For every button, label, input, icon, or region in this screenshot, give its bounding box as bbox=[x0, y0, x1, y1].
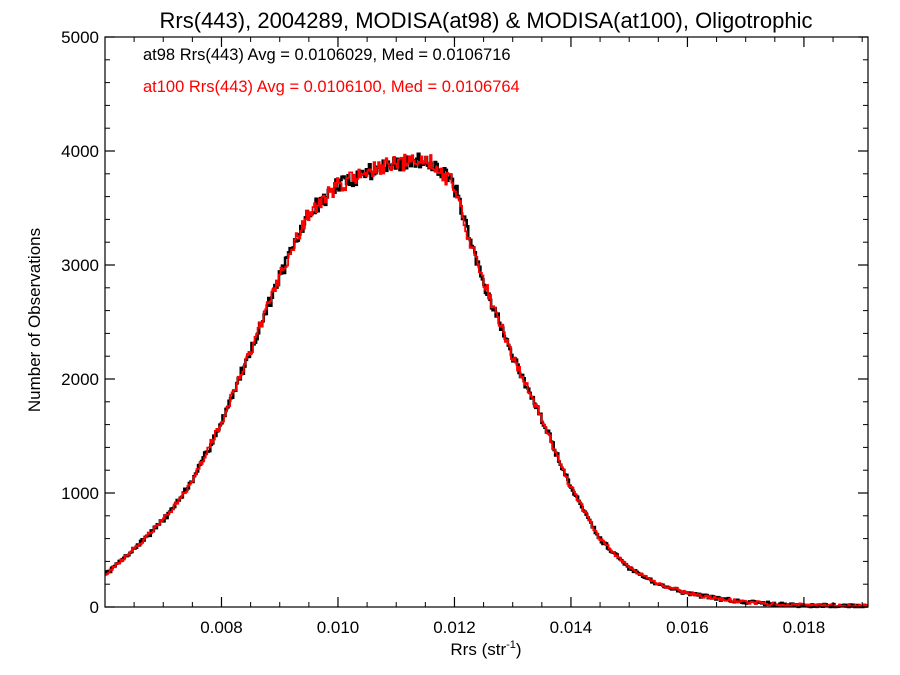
y-tick-label: 1000 bbox=[61, 484, 99, 503]
x-tick-label: 0.010 bbox=[317, 618, 360, 637]
y-tick-label: 2000 bbox=[61, 370, 99, 389]
y-tick-label: 0 bbox=[90, 598, 99, 617]
series-layer bbox=[105, 152, 868, 609]
series-line-at100 bbox=[105, 153, 868, 608]
x-tick-label: 0.014 bbox=[550, 618, 593, 637]
legend-entry-at98: at98 Rrs(443) Avg = 0.0106029, Med = 0.0… bbox=[143, 46, 511, 64]
x-tick-label: 0.008 bbox=[200, 618, 243, 637]
x-tick-label: 0.016 bbox=[666, 618, 709, 637]
y-axis-label: Number of Observations bbox=[25, 228, 44, 412]
y-tick-label: 3000 bbox=[61, 256, 99, 275]
series-line-at98 bbox=[105, 152, 868, 609]
x-axis-label-superscript: -1 bbox=[506, 639, 516, 651]
x-axis-label-main: Rrs (str bbox=[450, 640, 506, 659]
y-axis: 0 1000 2000 3000 4000 5000 bbox=[61, 28, 868, 617]
x-axis: 0.008 0.010 0.012 0.014 0.016 0.018 bbox=[133, 37, 863, 637]
plot-frame bbox=[104, 36, 869, 608]
legend-entry-at100: at100 Rrs(443) Avg = 0.0106100, Med = 0.… bbox=[143, 78, 520, 96]
y-tick-label: 4000 bbox=[61, 142, 99, 161]
y-tick-label: 5000 bbox=[61, 28, 99, 47]
x-axis-label-tail: ) bbox=[516, 640, 522, 659]
x-axis-label: Rrs (str-1) bbox=[450, 639, 521, 659]
x-tick-label: 0.012 bbox=[433, 618, 476, 637]
chart-title: Rrs(443), 2004289, MODISA(at98) & MODISA… bbox=[160, 8, 813, 33]
x-tick-label: 0.018 bbox=[783, 618, 826, 637]
